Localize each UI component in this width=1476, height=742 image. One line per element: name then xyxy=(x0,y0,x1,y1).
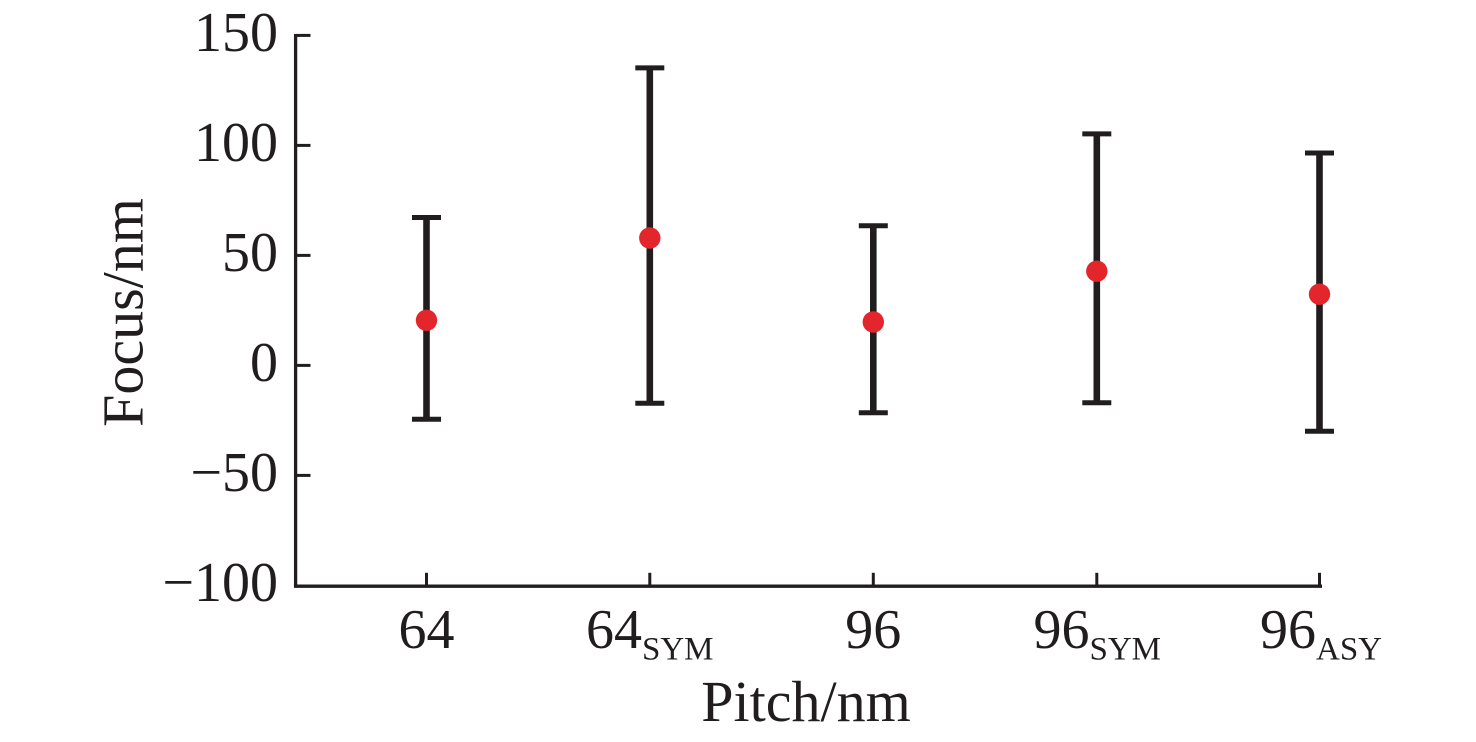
svg-text:100: 100 xyxy=(194,112,278,174)
svg-text:150: 150 xyxy=(194,2,278,64)
svg-text:−100: −100 xyxy=(162,552,278,614)
svg-text:64: 64 xyxy=(399,599,455,661)
svg-text:−50: −50 xyxy=(190,442,278,504)
svg-text:0: 0 xyxy=(250,332,278,394)
svg-text:Focus/nm: Focus/nm xyxy=(91,198,156,427)
svg-text:50: 50 xyxy=(222,222,278,284)
svg-text:96: 96 xyxy=(845,599,901,661)
svg-text:Pitch/nm: Pitch/nm xyxy=(701,669,910,734)
